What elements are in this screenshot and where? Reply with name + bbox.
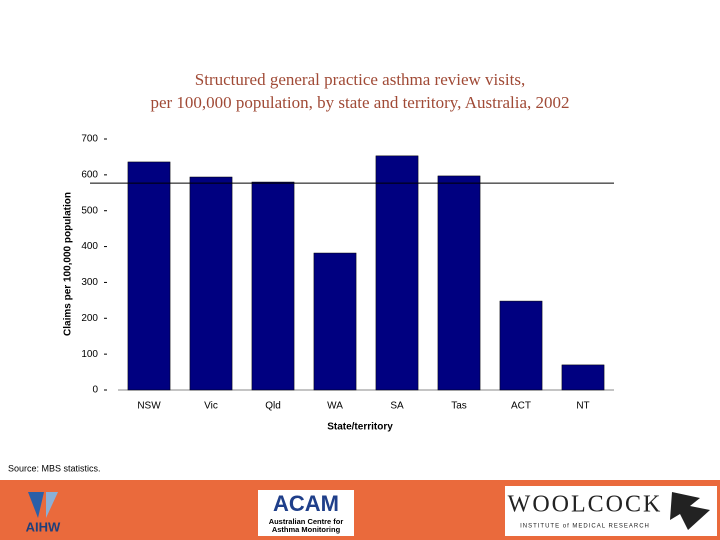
x-tick-label: SA [390, 401, 404, 412]
chart-title: per 100,000 population, by state and ter… [150, 93, 569, 112]
x-tick-label: Tas [451, 401, 467, 412]
y-tick-label: 600 [81, 169, 98, 180]
logo-text: INSTITUTE of MEDICAL RESEARCH [520, 524, 650, 530]
logo-text: ACAM [273, 491, 339, 516]
y-tick-label: 200 [81, 313, 98, 324]
logo-text: Australian Centre for [269, 517, 344, 526]
y-tick-label: 0 [92, 385, 98, 396]
y-axis-label: Claims per 100,000 population [63, 192, 74, 336]
woolcock-logo: WOOLCOCK INSTITUTE of MEDICAL RESEARCH [505, 486, 717, 536]
x-tick-label: NT [576, 401, 589, 412]
bar [499, 300, 543, 391]
x-tick-label: ACT [511, 401, 531, 412]
bar [313, 252, 357, 391]
source-note: Source: MBS statistics. [8, 463, 101, 473]
bar [437, 175, 481, 391]
logo-text: WOOLCOCK [508, 492, 663, 518]
bar [189, 176, 233, 391]
x-axis-label: State/territory [327, 422, 393, 433]
aihw-logo: AIHW [26, 492, 61, 534]
chart-title: Structured general practice asthma revie… [195, 70, 525, 89]
y-tick-label: 300 [81, 277, 98, 288]
logo-shape [670, 492, 710, 530]
logo-shape [28, 492, 44, 518]
x-tick-label: WA [327, 401, 343, 412]
logo-text: Asthma Monitoring [272, 525, 341, 534]
x-tick-label: NSW [137, 401, 161, 412]
y-tick-label: 100 [81, 349, 98, 360]
logo-text: AIHW [26, 519, 61, 534]
y-tick-label: 400 [81, 241, 98, 252]
acam-logo: ACAM Australian Centre for Asthma Monito… [258, 490, 354, 536]
y-tick-label: 700 [81, 134, 98, 145]
bar [251, 181, 295, 391]
bar [375, 155, 419, 391]
bar [561, 364, 605, 391]
logo-shape [46, 492, 58, 518]
x-tick-label: Qld [265, 401, 281, 412]
y-tick-label: 500 [81, 205, 98, 216]
x-tick-label: Vic [204, 401, 218, 412]
bar [127, 161, 171, 391]
logo-box [258, 490, 354, 536]
